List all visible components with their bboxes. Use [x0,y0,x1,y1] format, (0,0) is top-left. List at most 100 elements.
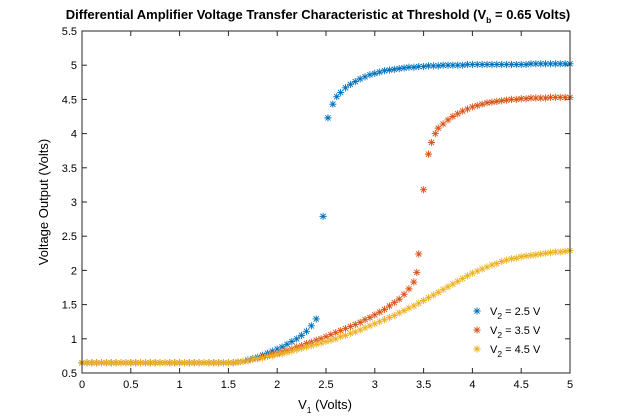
data-point [88,359,96,367]
data-point [551,60,559,68]
data-point [429,62,437,70]
data-point [141,359,150,367]
data-point [507,60,516,69]
data-point [517,253,525,261]
data-point [542,60,550,68]
y-tick-label: 2 [71,265,77,277]
data-point [356,326,364,334]
data-point [302,327,311,335]
data-point [195,359,203,367]
data-point [410,302,418,310]
y-axis-label: Voltage Output (Volts) [36,139,51,265]
data-point [488,60,496,69]
data-point [424,294,433,302]
data-point [176,359,184,367]
y-tick-label: 1.5 [62,300,77,312]
legend-marker [473,345,481,353]
data-point [185,359,193,367]
data-point [356,318,364,326]
data-point [239,357,247,365]
data-point [522,60,530,69]
data-point [463,60,472,69]
data-point [478,100,486,108]
data-point [405,63,413,71]
data-point [166,359,174,367]
data-point [532,251,540,259]
data-point [112,359,120,367]
data-point [517,60,525,69]
data-point [190,359,198,367]
data-point [444,116,452,124]
data-point [376,68,384,76]
data-point [454,61,462,69]
data-point [502,60,511,69]
data-point [346,329,354,337]
data-point [307,342,315,350]
data-point [459,61,467,69]
data-point [512,60,520,69]
data-point [483,99,491,107]
x-tick-label: 5 [567,379,573,391]
data-point [298,344,306,352]
data-point [427,138,436,147]
data-point [385,302,394,310]
data-point [468,269,476,277]
data-point [483,263,491,271]
chart-title-sub: b [486,15,491,25]
data-point [537,60,545,68]
data-point [380,67,389,75]
x-axis-label: V1 (Volts) [298,397,352,415]
data-point [415,250,423,258]
y-tick-label: 2.5 [62,231,77,243]
data-point [527,251,535,259]
x-tick-label: 2 [274,379,280,391]
legend-marker [473,326,481,334]
data-point [361,324,369,332]
legend-label-sub: 2 [497,349,502,359]
data-point [522,252,530,260]
data-point [420,296,428,305]
data-point [413,268,421,277]
data-series [78,60,574,367]
plot-frame [81,30,571,374]
x-tick-label: 1.5 [221,379,236,391]
x-tick-label: 2.5 [318,379,333,391]
legend-label: V2 = 2.5 V [490,306,541,321]
data-point [317,335,325,343]
data-point [161,359,169,367]
data-point [324,114,332,122]
data-point [234,358,242,366]
data-point [200,359,208,367]
data-point [517,95,525,103]
data-point [420,186,428,194]
data-point [385,313,394,322]
data-point [390,65,398,73]
data-point [498,97,506,105]
data-point [542,249,550,257]
data-point [556,248,564,256]
data-point [107,359,115,367]
data-point [527,60,535,68]
data-point [356,75,364,83]
data-point [146,359,154,367]
data-point [171,359,179,367]
data-point [400,64,408,72]
data-point [424,62,433,70]
data-point [527,94,535,102]
data-point [351,320,359,329]
legend-label-sub: 2 [497,311,502,321]
data-point [390,298,398,307]
data-point [332,329,340,337]
data-point [551,93,559,101]
data-point [537,250,545,258]
data-point [502,96,511,104]
data-point [493,259,501,268]
data-point [351,328,359,336]
data-point [337,88,345,97]
data-point [312,340,320,348]
data-point [454,277,462,285]
data-point [127,359,135,367]
data-point [405,285,413,293]
x-tick-label: 1 [177,379,183,391]
